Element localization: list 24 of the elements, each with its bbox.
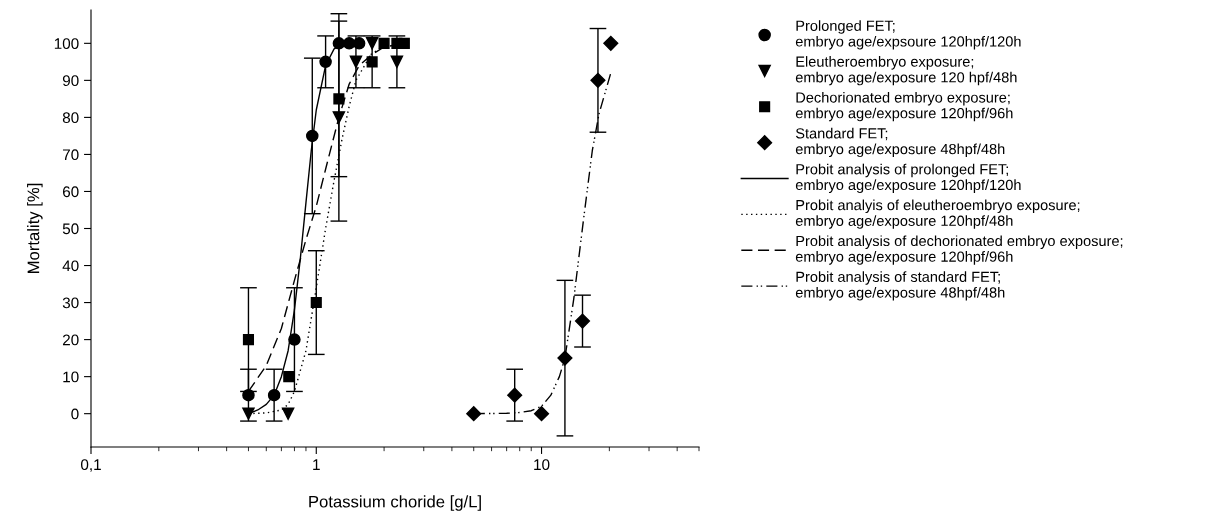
legend-label: Dechorionated embryo exposure; embryo age/exposure 120hpf/96h <box>795 91 1013 122</box>
y-tick-label: 50 <box>62 223 79 235</box>
x-tick-label: 0,1 <box>80 459 101 472</box>
y-tick-label: 60 <box>62 186 79 198</box>
x-tick-label: 1 <box>313 459 320 470</box>
y-tick-label: 80 <box>62 112 79 124</box>
legend-label: Eleutheroembryo exposure; embryo age/exposure 120 hpf/48h <box>795 56 1017 86</box>
legend-label: Probit analysis of prolonged FET; embryo age/exposure 120hpf/120h <box>795 163 1021 193</box>
y-tick-label: 100 <box>54 38 79 50</box>
y-axis-title: Mortality [%] <box>27 183 43 273</box>
y-tick-label: 40 <box>62 260 79 272</box>
legend-label: Probit analyis of eleutheroembryo exposure; embryo age/exposure 120hpf/48h <box>795 199 1080 229</box>
y-tick-label: 30 <box>62 297 79 309</box>
legend-label: Standard FET; embryo age/exposure 48hpf/48h <box>795 127 1005 158</box>
y-tick-label: 20 <box>62 334 79 346</box>
x-tick-label: 10 <box>534 459 550 471</box>
y-tick-label: 90 <box>62 75 79 87</box>
y-tick-label: 0 <box>71 408 79 420</box>
y-tick-label: 10 <box>63 371 79 383</box>
y-tick-label: 70 <box>62 149 79 161</box>
x-axis-title: Potassium choride [g/L] <box>309 495 481 511</box>
legend-label: Probit analysis of standard FET; embryo age/exposure 48hpf/48h <box>795 271 1005 301</box>
legend-label: Prolonged FET; embryo age/expsoure 120hpf/120h <box>795 20 1021 50</box>
legend-label: Probit analysis of dechorionated embryo exposure; embryo age/exposure 120hpf/96h <box>795 235 1123 265</box>
